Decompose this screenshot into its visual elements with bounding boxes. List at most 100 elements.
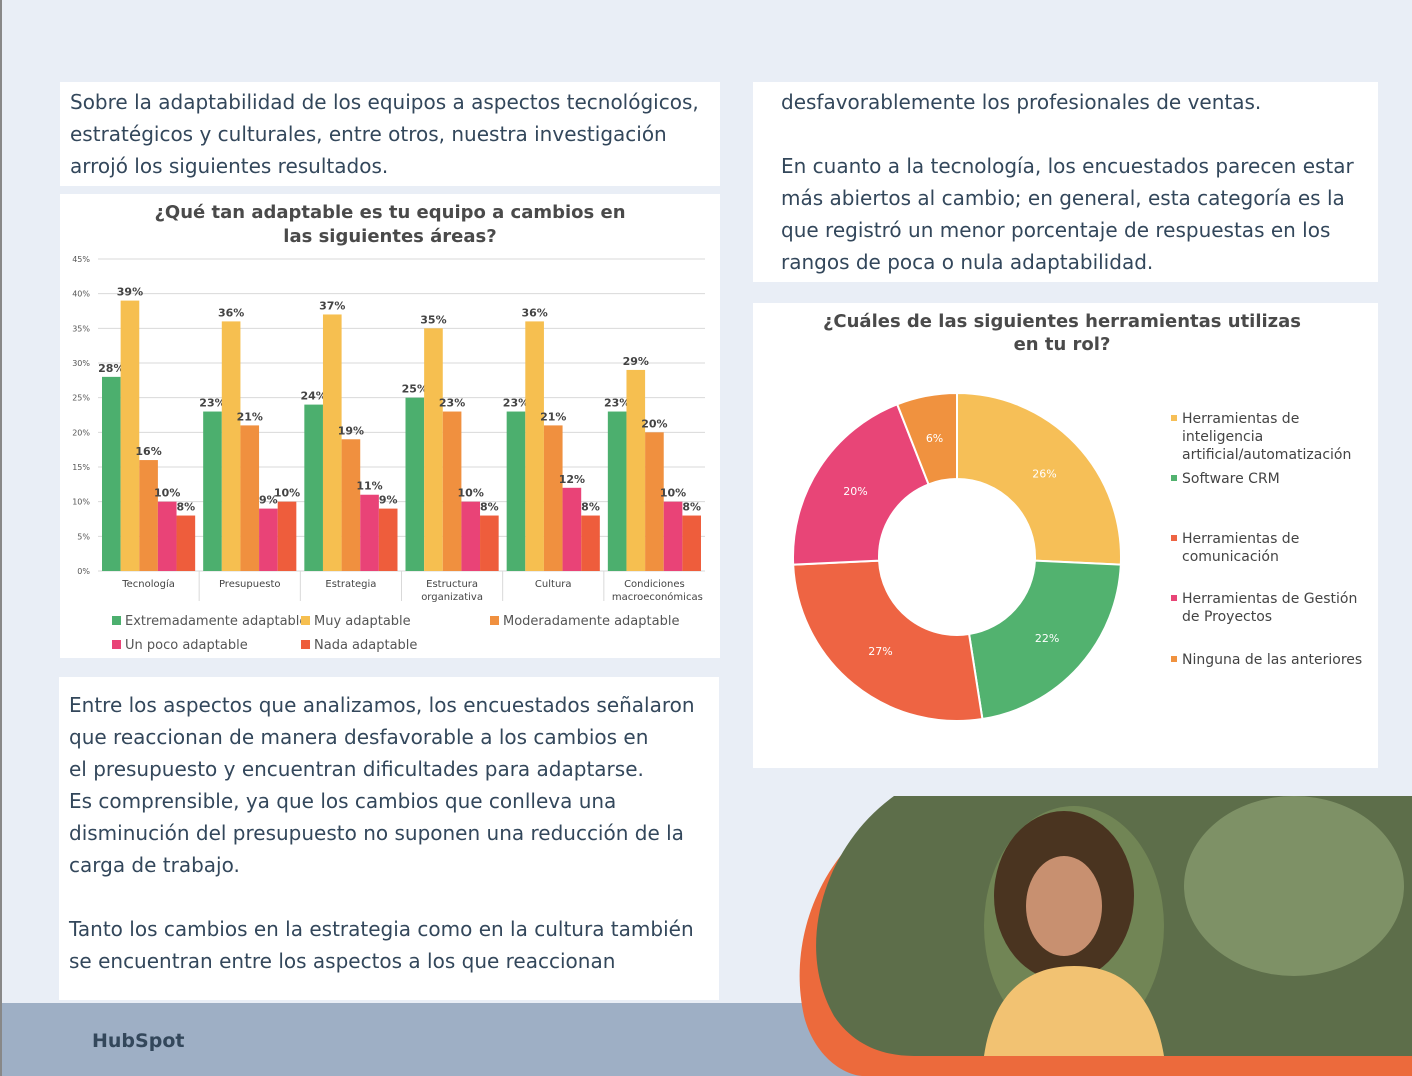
paragraph: Entre los aspectos que analizamos, los e…	[69, 689, 719, 881]
data-label: 36%	[218, 306, 244, 319]
y-tick-label: 10%	[72, 498, 90, 507]
bar	[102, 376, 121, 571]
legend-swatch	[490, 616, 499, 625]
text-line: el presupuesto y encuentran dificultades…	[69, 757, 644, 781]
legend-label: Herramientas de Gestión de Proyectos	[1182, 591, 1358, 625]
y-tick-label: 20%	[72, 428, 90, 437]
x-tick-label: Estrategia	[325, 579, 377, 590]
bar	[581, 515, 600, 571]
bar	[562, 487, 582, 571]
data-label: 8%	[480, 501, 499, 514]
data-label: 8%	[581, 501, 600, 514]
donut-slice	[792, 559, 984, 722]
legend-swatch	[1171, 535, 1177, 541]
text-line: arrojó los siguientes resultados.	[70, 154, 389, 178]
y-tick-label: 35%	[72, 324, 90, 333]
legend-swatch	[1171, 475, 1177, 481]
bar	[626, 369, 646, 571]
legend-label: Un poco adaptable	[125, 638, 248, 653]
legend-swatch	[301, 640, 310, 649]
data-label: 20%	[843, 485, 867, 498]
text-line: Sobre la adaptabilidad de los equipos a …	[70, 90, 699, 114]
data-label: 16%	[135, 445, 161, 458]
legend-label: Software CRM	[1182, 471, 1280, 487]
paragraph: desfavorablemente los profesionales de v…	[781, 86, 1378, 118]
text-line: Entre los aspectos que analizamos, los e…	[69, 693, 695, 717]
data-label: 23%	[503, 397, 529, 410]
data-label: 11%	[356, 480, 382, 493]
data-label: 35%	[420, 313, 446, 326]
data-label: 29%	[623, 355, 649, 368]
bar	[341, 439, 361, 571]
legend-label: Nada adaptable	[314, 638, 417, 653]
x-tick-label: Tecnología	[122, 579, 175, 590]
x-tick-label: Estructura organizativa	[421, 579, 483, 603]
data-label: 9%	[259, 494, 278, 507]
data-label: 20%	[641, 417, 667, 430]
data-label: 10%	[154, 487, 180, 500]
legend-swatch	[112, 640, 121, 649]
bar	[221, 321, 241, 571]
bar	[203, 411, 222, 571]
text-line: que reaccionan de manera desfavorable a …	[69, 725, 649, 749]
data-label: 28%	[98, 362, 124, 375]
data-label: 23%	[604, 397, 630, 410]
data-label: 8%	[682, 501, 701, 514]
text-block: Entre los aspectos que analizamos, los e…	[59, 677, 719, 1000]
text-line: estratégicos y culturales, entre otros, …	[70, 122, 667, 146]
text-line: más abiertos al cambio; en general, esta…	[781, 186, 1345, 210]
text-line: Tanto los cambios en la estrategia como …	[69, 917, 694, 941]
x-tick-label: Presupuesto	[218, 579, 281, 590]
bar	[607, 411, 627, 571]
data-label: 23%	[199, 397, 225, 410]
bar	[378, 508, 398, 571]
chart-title: ¿Qué tan adaptable es tu equipo a cambio…	[154, 202, 626, 247]
data-label: 10%	[274, 487, 300, 500]
bar	[277, 501, 297, 571]
bar	[157, 501, 177, 571]
text-block: desfavorablemente los profesionales de v…	[753, 82, 1378, 282]
bar	[645, 432, 664, 571]
y-tick-label: 40%	[72, 290, 90, 299]
data-label: 23%	[439, 397, 465, 410]
data-label: 26%	[1032, 467, 1056, 480]
bar	[442, 411, 462, 571]
bar	[259, 508, 278, 571]
donut-slice	[967, 559, 1122, 721]
text-line: carga de trabajo.	[69, 853, 240, 877]
data-label: 21%	[540, 410, 566, 423]
footer-logo: HubSpot	[92, 1030, 185, 1052]
data-label: 24%	[300, 390, 326, 403]
paragraph: En cuanto a la tecnología, los encuestad…	[781, 150, 1378, 278]
data-label: 19%	[338, 424, 364, 437]
bar	[543, 425, 563, 571]
text-line: se encuentran entre los aspectos a los q…	[69, 949, 616, 973]
legend-swatch	[112, 616, 121, 625]
data-label: 39%	[117, 286, 143, 299]
bar	[663, 501, 683, 571]
text-line: desfavorablemente los profesionales de v…	[781, 90, 1262, 114]
y-tick-label: 0%	[77, 567, 90, 576]
data-label: 10%	[458, 487, 484, 500]
photo	[799, 796, 1412, 1076]
legend-label: Muy adaptable	[314, 614, 411, 629]
donut-slice	[792, 402, 930, 566]
donut-slice	[956, 391, 1122, 566]
data-label: 12%	[559, 473, 585, 486]
y-tick-label: 15%	[72, 463, 90, 472]
text-line: rangos de poca o nula adaptabilidad.	[781, 250, 1154, 274]
legend-label: Herramientas de comunicación	[1182, 531, 1300, 565]
y-tick-label: 30%	[72, 359, 90, 368]
bar	[506, 411, 526, 571]
y-tick-label: 45%	[72, 255, 90, 264]
chart-title: ¿Cuáles de las siguientes herramientas u…	[822, 311, 1302, 355]
bar	[322, 314, 342, 571]
data-label: 27%	[868, 645, 892, 658]
legend-label: Extremadamente adaptable	[125, 614, 307, 629]
legend-label: Herramientas de inteligencia artificial/…	[1182, 411, 1352, 463]
data-label: 21%	[237, 410, 263, 423]
bar	[139, 460, 158, 571]
data-label: 22%	[1035, 632, 1059, 645]
legend-label: Moderadamente adaptable	[503, 614, 679, 629]
